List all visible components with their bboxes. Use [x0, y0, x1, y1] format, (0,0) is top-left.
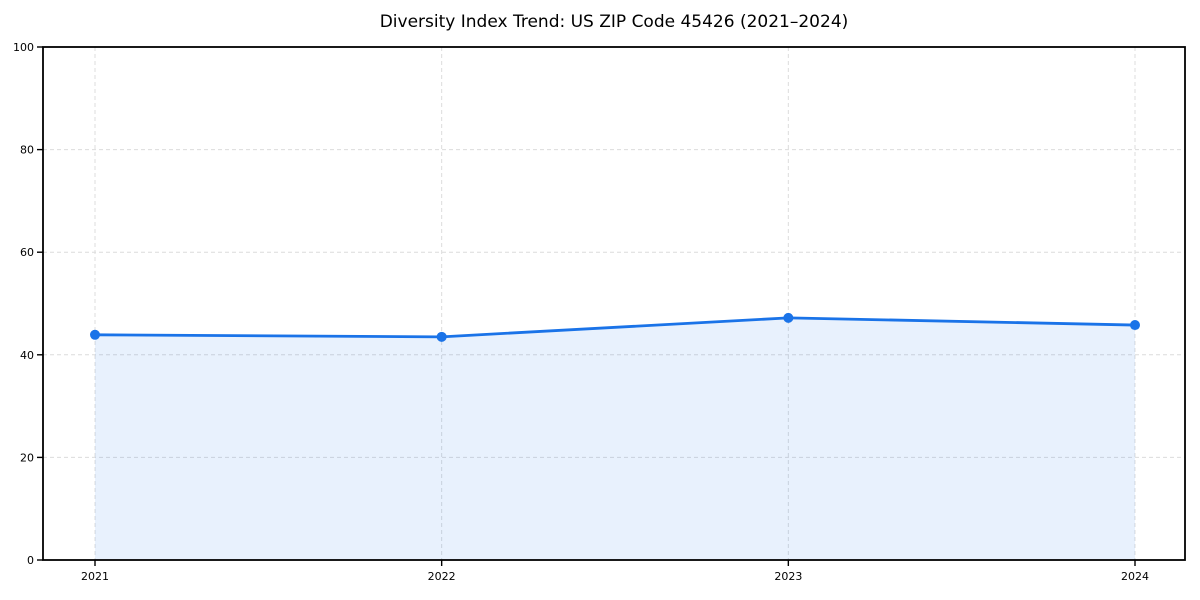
chart-title: Diversity Index Trend: US ZIP Code 45426… [379, 12, 849, 32]
x-tick-label: 2024 [1121, 570, 1149, 583]
x-tick-label: 2021 [81, 570, 109, 583]
x-tick-label: 2023 [774, 570, 802, 583]
data-point-marker [783, 312, 794, 323]
plot-border [42, 46, 1186, 561]
data-point-marker [436, 331, 447, 342]
y-tick-label: 100 [13, 41, 34, 54]
y-tick-label: 40 [20, 349, 34, 362]
trend-line [93, 316, 1137, 339]
data-point-marker [90, 329, 100, 340]
y-tick-label: 0 [27, 554, 34, 567]
y-tick-label: 80 [20, 144, 34, 157]
x-tick-label: 2022 [428, 570, 456, 583]
area-fill [95, 317, 1135, 560]
y-tick-label: 60 [20, 246, 34, 259]
y-tick-label: 20 [20, 451, 34, 464]
data-point-marker [1130, 320, 1140, 331]
